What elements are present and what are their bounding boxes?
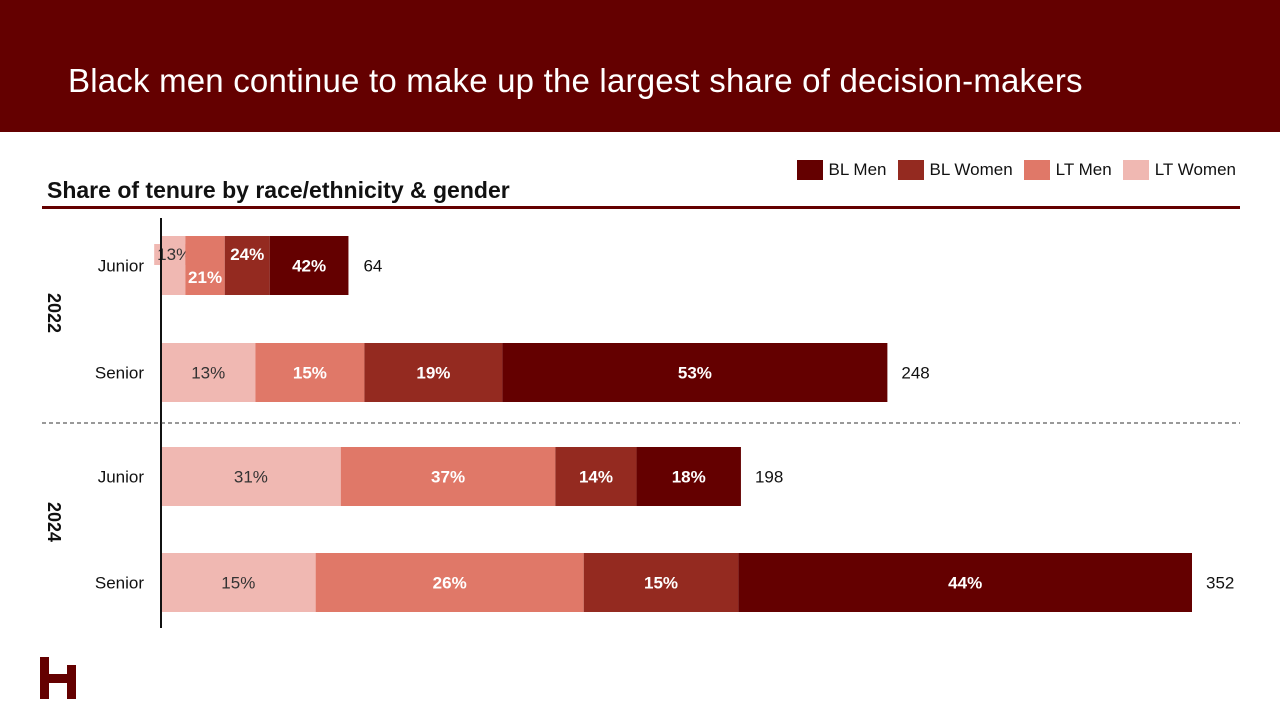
chart-subtitle: Share of tenure by race/ethnicity & gend…	[47, 177, 510, 203]
data-label-2024-junior-lt-women: 31%	[234, 468, 268, 487]
legend-item-lt-women: LT Women	[1122, 160, 1236, 180]
group-label-2024: 2024	[44, 502, 64, 542]
page-title: Black men continue to make up the larges…	[68, 62, 1083, 99]
bar-2022-senior-bl-men	[502, 343, 888, 402]
row-label-2024-junior: Junior	[98, 468, 145, 487]
legend-swatch-bl-men	[796, 160, 823, 180]
bar-2022-senior-bl-women	[364, 343, 503, 402]
row-label-2022-junior: Junior	[98, 257, 145, 276]
total-label-2024-senior: 352	[1206, 574, 1234, 593]
bar-2022-junior-lt-men	[185, 236, 225, 295]
bar-2024-junior-bl-men	[636, 447, 741, 506]
bar-2022-junior-bl-women	[224, 236, 270, 295]
data-label-2024-junior-bl-women: 14%	[579, 468, 613, 487]
bar-2024-senior-lt-men	[315, 553, 584, 612]
group-label-2022: 2022	[44, 293, 64, 333]
total-label-2024-junior: 198	[755, 468, 783, 487]
subtitle-divider	[42, 206, 1240, 209]
legend-swatch-lt-women	[1122, 160, 1149, 180]
data-label-2024-senior-lt-women: 15%	[221, 574, 255, 593]
legend-item-lt-men: LT Men	[1023, 160, 1112, 180]
bar-2022-junior-bl-men	[269, 236, 349, 295]
legend-swatch-lt-men	[1023, 160, 1050, 180]
legend-swatch-bl-women	[897, 160, 924, 180]
legend-item-bl-men: BL Men	[796, 160, 887, 180]
bar-2024-junior-bl-women	[555, 447, 637, 506]
row-label-2022-senior: Senior	[95, 364, 144, 383]
legend-item-bl-women: BL Women	[897, 160, 1013, 180]
bar-2024-senior-bl-men	[738, 553, 1192, 612]
data-label-2024-junior-bl-men: 18%	[672, 468, 706, 487]
h-logo-icon	[40, 657, 76, 699]
bar-2024-junior-lt-women	[161, 447, 341, 506]
bar-2024-senior-lt-women	[161, 553, 316, 612]
total-label-2022-senior: 248	[901, 364, 929, 383]
data-label-2024-junior-lt-men: 37%	[431, 468, 465, 487]
legend-label-bl-men: BL Men	[828, 160, 887, 179]
data-label-2022-junior-lt-men: 21%	[188, 268, 222, 287]
data-label-2022-junior-bl-women: 24%	[230, 245, 264, 264]
data-label-2024-senior-bl-women: 15%	[644, 574, 678, 593]
legend-label-lt-men: LT Men	[1055, 160, 1112, 179]
title-banner: Black men continue to make up the larges…	[0, 0, 1280, 132]
data-label-2022-senior-bl-men: 53%	[678, 364, 712, 383]
data-label-2022-senior-lt-men: 15%	[293, 364, 327, 383]
data-label-2022-junior-lt-women: 13%	[157, 245, 191, 264]
data-label-2022-senior-lt-women: 13%	[191, 364, 225, 383]
data-label-2024-senior-bl-men: 44%	[948, 574, 982, 593]
bar-2022-senior-lt-men	[255, 343, 365, 402]
data-label-2022-senior-bl-women: 19%	[416, 364, 450, 383]
data-label-2024-senior-lt-men: 26%	[433, 574, 467, 593]
bar-2022-senior-lt-women	[161, 343, 256, 402]
legend-label-lt-women: LT Women	[1154, 160, 1236, 179]
data-label-2022-junior-bl-men: 42%	[292, 257, 326, 276]
chart-legend: BL Men BL Women LT Men LT Women	[786, 160, 1236, 180]
legend-label-bl-women: BL Women	[929, 160, 1013, 179]
data-label-bg-2022-junior-lt-women	[154, 244, 195, 265]
bar-2024-junior-lt-men	[340, 447, 556, 506]
bar-2024-senior-bl-women	[583, 553, 739, 612]
row-label-2024-senior: Senior	[95, 574, 144, 593]
total-label-2022-junior: 64	[363, 257, 382, 276]
